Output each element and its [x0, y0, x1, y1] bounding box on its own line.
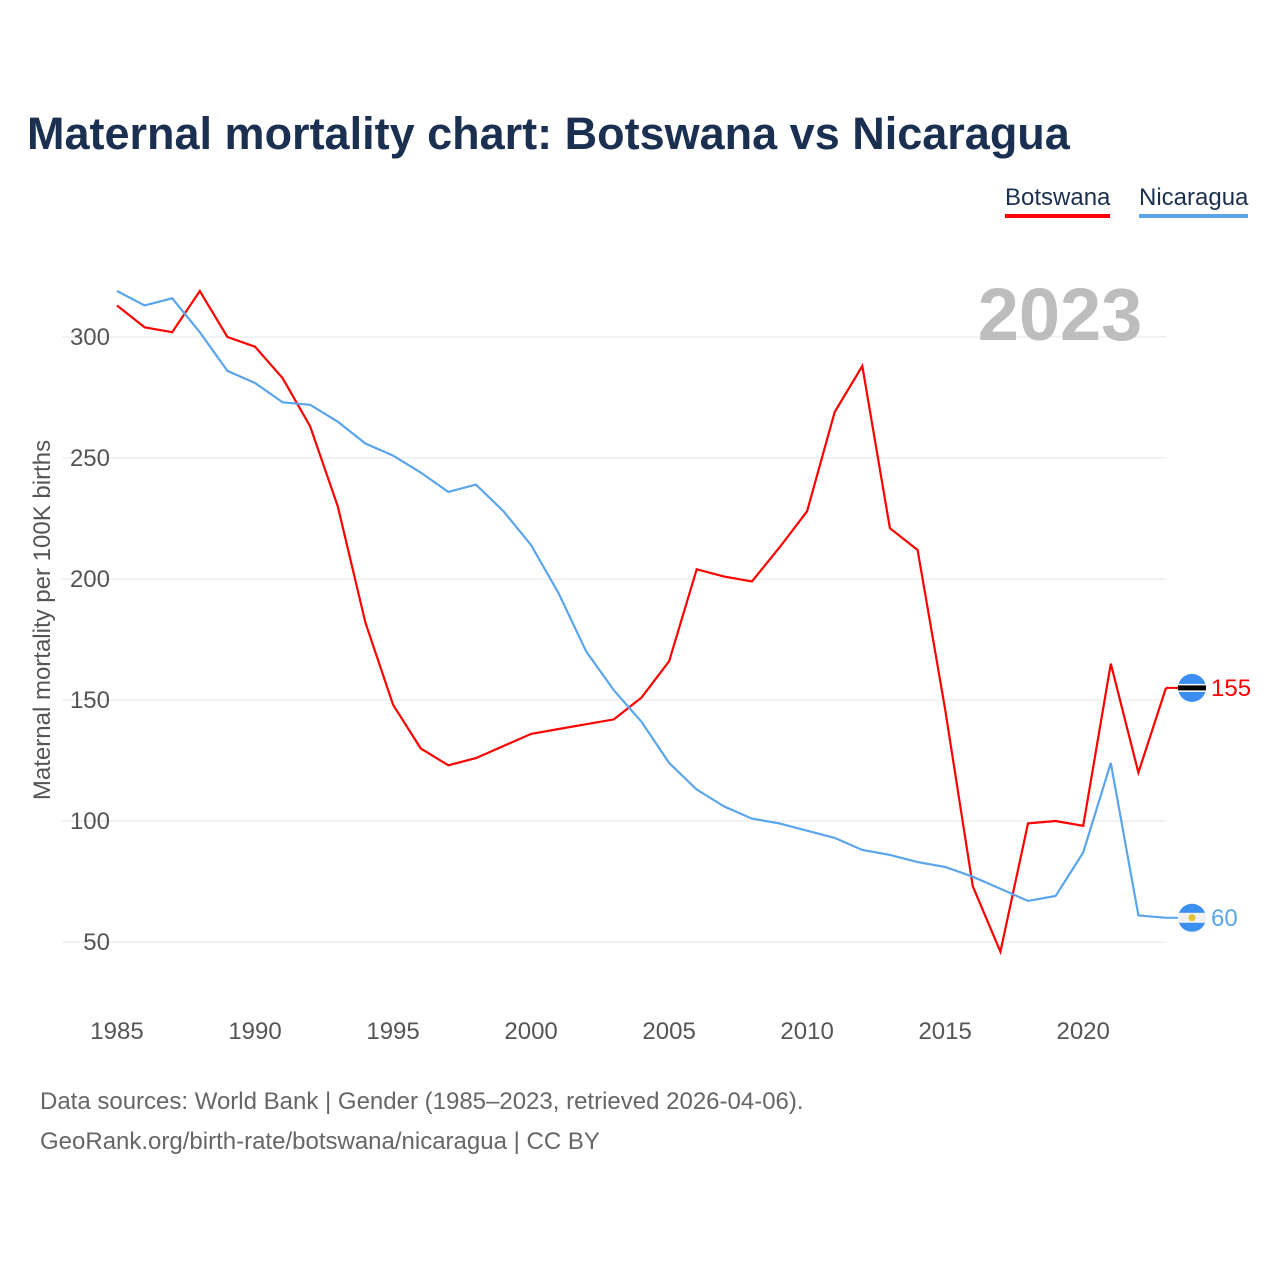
end-value-label: 155 — [1211, 675, 1251, 702]
legend-nicaragua[interactable]: Nicaragua — [1139, 184, 1249, 218]
botswana-flag-icon — [1178, 673, 1206, 702]
y-tick-label: 200 — [70, 566, 110, 593]
y-tick-label: 50 — [83, 929, 110, 956]
source-text: Data sources: World Bank | Gender (1985–… — [40, 1088, 804, 1115]
x-tick-label: 2020 — [1056, 1018, 1109, 1045]
x-tick-label: 2000 — [504, 1018, 557, 1045]
x-tick-label: 2015 — [918, 1018, 971, 1045]
nicaragua-flag-icon — [1178, 903, 1206, 932]
year-watermark: 2023 — [978, 273, 1143, 356]
series-line-botswana — [116, 288, 1168, 956]
y-tick-label: 150 — [70, 687, 110, 714]
chart-title: Maternal mortality chart: Botswana vs Ni… — [27, 108, 1070, 159]
legend-botswana[interactable]: Botswana — [1005, 184, 1111, 218]
y-tick-label: 300 — [70, 324, 110, 351]
source-url[interactable]: GeoRank.org/birth-rate/botswana/nicaragu… — [40, 1128, 600, 1155]
x-tick-label: 2010 — [780, 1018, 833, 1045]
y-tick-label: 250 — [70, 445, 110, 472]
series-line-nicaragua — [116, 290, 1167, 919]
x-tick-label: 1985 — [90, 1018, 143, 1045]
end-value-label: 60 — [1211, 905, 1238, 932]
x-tick-label: 1990 — [228, 1018, 281, 1045]
x-tick-label: 2005 — [642, 1018, 695, 1045]
y-tick-label: 100 — [70, 808, 110, 835]
y-axis-label: Maternal mortality per 100K births — [29, 440, 56, 800]
x-tick-label: 1995 — [366, 1018, 419, 1045]
